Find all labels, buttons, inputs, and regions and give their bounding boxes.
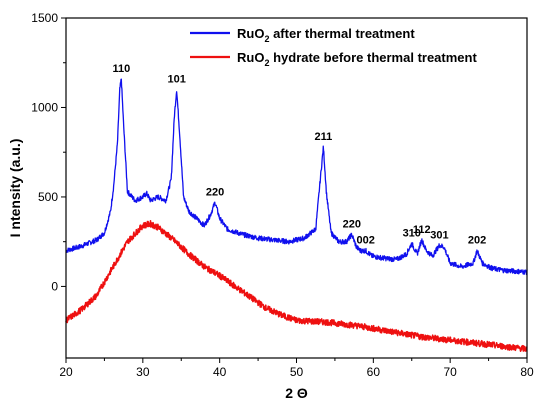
- peak-label-301: 301: [430, 229, 448, 241]
- series-line-2: [65, 220, 528, 352]
- peak-label-220: 220: [206, 186, 224, 198]
- x-tick-label: 50: [290, 365, 304, 379]
- peak-label-310: 310: [403, 227, 421, 239]
- peak-label-101: 101: [167, 74, 185, 86]
- legend-label-2: RuO2 hydrate before thermal treatment: [237, 50, 477, 68]
- x-axis-title: 2 Θ: [285, 385, 308, 401]
- y-tick-label: 1000: [31, 100, 58, 114]
- x-tick-label: 80: [520, 365, 534, 379]
- y-tick-label: 1500: [31, 11, 58, 25]
- plot-frame: [65, 17, 528, 359]
- x-tick-label: 70: [443, 365, 457, 379]
- series-line-1: [65, 78, 528, 276]
- peak-label-202: 202: [468, 235, 486, 247]
- peak-label-110: 110: [112, 63, 130, 75]
- peak-label-220: 220: [343, 219, 361, 231]
- y-tick-label: 500: [38, 190, 58, 204]
- x-tick-label: 60: [367, 365, 381, 379]
- y-axis-title: I ntensity (a.u.): [7, 139, 23, 238]
- x-tick-label: 30: [136, 365, 150, 379]
- axis-ticks: 20 30 40 50 60 70 80 0 500 1000 1500: [31, 11, 534, 379]
- legend-label-1: RuO2 after thermal treatment: [237, 26, 415, 44]
- legend: RuO2 after thermal treatment RuO2 hydrate…: [190, 26, 477, 68]
- y-tick-label: 0: [51, 279, 58, 293]
- peak-label-211: 211: [315, 131, 333, 143]
- peak-label-002: 002: [356, 235, 374, 247]
- series-layer: [65, 78, 528, 352]
- x-tick-label: 20: [59, 365, 73, 379]
- peak-label-112: 112: [413, 224, 431, 236]
- x-tick-label: 40: [213, 365, 227, 379]
